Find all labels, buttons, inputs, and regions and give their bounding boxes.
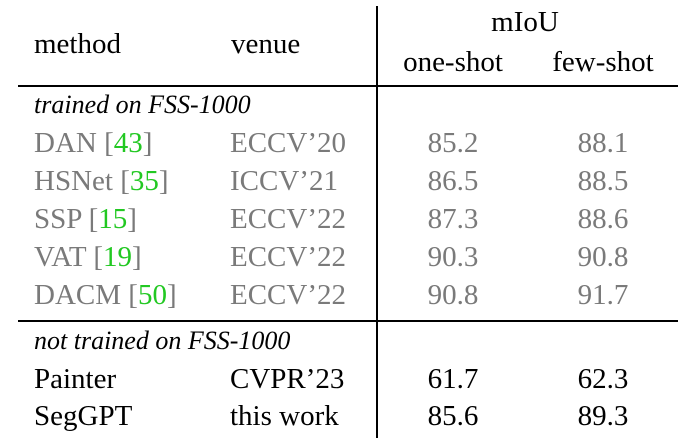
method-name: HSNet — [34, 165, 113, 197]
row-seggpt-venue: this work — [230, 400, 339, 432]
row-hsnet-venue: ICCV’21 — [230, 165, 338, 197]
row-ssp-few-shot: 88.6 — [577, 203, 629, 235]
row-dan-few-shot: 88.1 — [577, 127, 629, 159]
row-painter-one-shot: 61.7 — [427, 363, 479, 395]
group-rule — [18, 320, 678, 322]
row-vat-method: VAT [19] — [34, 241, 142, 273]
group-label-trained: trained on FSS-1000 — [34, 90, 251, 119]
header-miou: mIoU — [491, 6, 559, 38]
header-one-shot: one-shot — [403, 46, 503, 78]
row-dacm-venue: ECCV’22 — [230, 279, 346, 311]
header-method: method — [34, 28, 121, 60]
row-painter-venue: CVPR’23 — [230, 363, 345, 395]
row-dacm-method: DACM [50] — [34, 279, 177, 311]
row-hsnet-method: HSNet [35] — [34, 165, 169, 197]
row-dacm-one-shot: 90.8 — [427, 279, 479, 311]
header-few-shot: few-shot — [552, 46, 654, 78]
header-venue: venue — [231, 28, 301, 60]
method-name: DACM — [34, 279, 122, 311]
row-seggpt-one-shot: 85.6 — [427, 400, 479, 432]
row-dacm-few-shot: 91.7 — [577, 279, 629, 311]
row-ssp-venue: ECCV’22 — [230, 203, 346, 235]
row-hsnet-few-shot: 88.5 — [577, 165, 629, 197]
citation-link[interactable]: 15 — [98, 203, 128, 235]
row-vat-few-shot: 90.8 — [577, 241, 629, 273]
header-rule — [18, 85, 678, 87]
row-vat-venue: ECCV’22 — [230, 241, 346, 273]
citation-link[interactable]: 50 — [137, 279, 167, 311]
row-painter-few-shot: 62.3 — [577, 363, 629, 395]
method-name: DAN — [34, 127, 97, 159]
row-seggpt-few-shot: 89.3 — [577, 400, 629, 432]
row-hsnet-one-shot: 86.5 — [427, 165, 479, 197]
method-name: VAT — [34, 241, 87, 273]
row-vat-one-shot: 90.3 — [427, 241, 479, 273]
row-dan-method: DAN [43] — [34, 127, 153, 159]
citation-link[interactable]: 19 — [103, 241, 133, 273]
row-dan-one-shot: 85.2 — [427, 127, 479, 159]
row-ssp-one-shot: 87.3 — [427, 203, 479, 235]
group-label-not-trained: not trained on FSS-1000 — [34, 326, 291, 355]
row-ssp-method: SSP [15] — [34, 203, 137, 235]
row-dan-venue: ECCV’20 — [230, 127, 346, 159]
citation-link[interactable]: 43 — [113, 127, 143, 159]
row-painter-method: Painter — [34, 363, 117, 395]
column-divider — [376, 6, 378, 438]
row-seggpt-method: SegGPT — [34, 400, 133, 432]
citation-link[interactable]: 35 — [129, 165, 159, 197]
method-name: SSP — [34, 203, 82, 235]
